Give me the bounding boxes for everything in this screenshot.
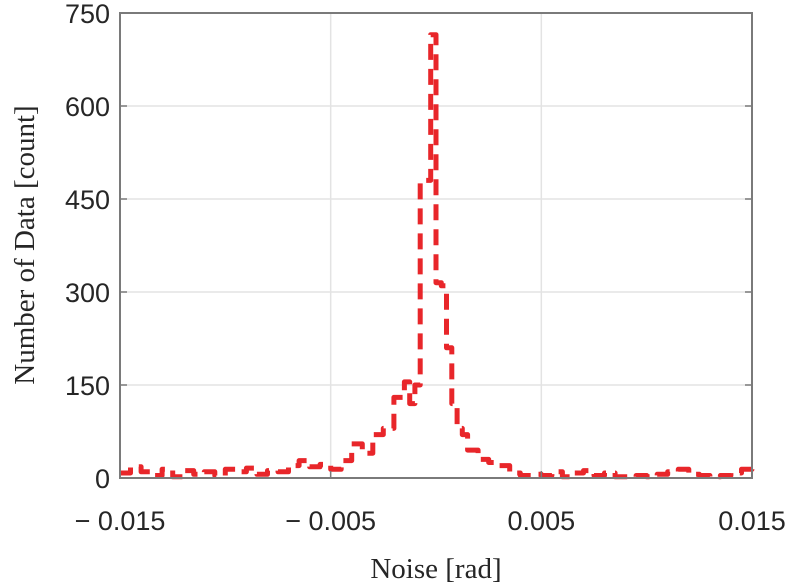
x-tick-labels: − 0.015 − 0.005 0.005 0.015: [75, 506, 786, 536]
y-tick-label: 450: [65, 185, 110, 215]
y-tick-label: 150: [65, 371, 110, 401]
x-tick-label: 0.015: [718, 506, 786, 536]
x-tick-label: − 0.015: [75, 506, 166, 536]
x-tick-label: 0.005: [508, 506, 576, 536]
x-axis-label: Noise [rad]: [370, 553, 501, 585]
y-axis-label: Number of Data [count]: [9, 105, 41, 384]
axes-box: [119, 12, 753, 479]
x-tick-label: − 0.005: [285, 506, 376, 536]
y-tick-label: 750: [65, 0, 110, 29]
y-tick-labels: 0 150 300 450 600 750: [65, 0, 110, 494]
y-tick-label: 0: [95, 464, 110, 494]
histogram-line: [120, 32, 755, 480]
y-tick-label: 300: [65, 278, 110, 308]
tick-marks: [119, 12, 753, 479]
y-tick-label: 600: [65, 92, 110, 122]
